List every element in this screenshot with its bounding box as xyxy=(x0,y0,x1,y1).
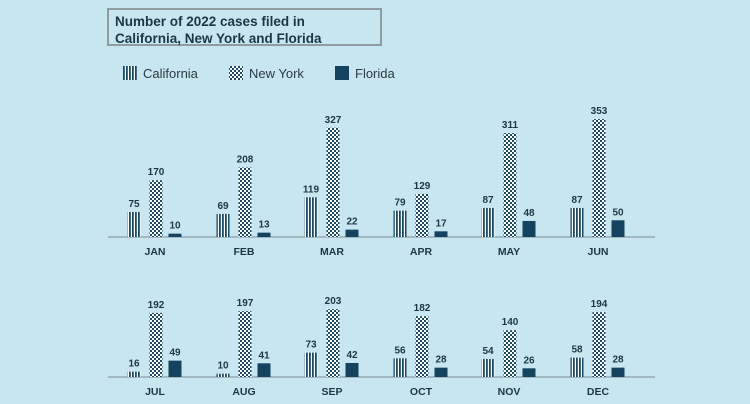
tick-label-mar: MAR xyxy=(320,246,344,258)
tick-label-aug: AUG xyxy=(232,386,255,398)
bar-new-york-oct xyxy=(415,316,429,377)
bar-florida-apr xyxy=(434,231,448,237)
data-label-california-jan: 75 xyxy=(128,199,140,210)
legend-label-california: California xyxy=(143,66,199,81)
bar-florida-oct xyxy=(434,367,448,377)
data-label-california-feb: 69 xyxy=(217,201,229,212)
tick-label-sep: SEP xyxy=(321,386,342,398)
chart-title: Number of 2022 cases filed in California… xyxy=(107,8,382,46)
bar-florida-jul xyxy=(168,360,182,377)
data-label-florida-apr: 17 xyxy=(435,218,447,229)
bar-california-sep xyxy=(304,352,318,377)
bar-new-york-aug xyxy=(238,311,252,377)
tick-label-jul: JUL xyxy=(145,386,165,398)
bar-california-jul xyxy=(127,371,141,377)
data-label-new-york-jul: 192 xyxy=(148,300,165,311)
data-label-california-aug: 10 xyxy=(217,361,229,372)
legend-swatch-new-york xyxy=(229,66,243,80)
bar-florida-dec xyxy=(611,367,625,377)
data-label-florida-feb: 13 xyxy=(258,220,270,231)
bar-florida-mar xyxy=(345,229,359,237)
data-label-california-nov: 54 xyxy=(482,346,494,357)
data-label-new-york-jun: 353 xyxy=(591,106,608,117)
bar-florida-may xyxy=(522,220,536,237)
data-label-new-york-aug: 197 xyxy=(237,298,254,309)
data-label-california-dec: 58 xyxy=(571,345,583,356)
data-label-california-may: 87 xyxy=(482,195,494,206)
bar-california-may xyxy=(481,207,495,237)
data-label-florida-may: 48 xyxy=(523,208,535,219)
bar-california-nov xyxy=(481,358,495,377)
data-label-new-york-nov: 140 xyxy=(502,317,519,328)
data-label-florida-aug: 41 xyxy=(258,350,270,361)
bar-florida-jan xyxy=(168,233,182,237)
data-label-florida-nov: 26 xyxy=(523,355,535,366)
chart-marks: 75 170 10 JAN 69 208 13 FEB 119 327 22 MAR 79 129 17 AP… xyxy=(127,106,625,398)
tick-label-apr: APR xyxy=(410,246,433,258)
axes xyxy=(108,236,655,378)
tick-label-feb: FEB xyxy=(234,246,255,258)
data-label-florida-dec: 28 xyxy=(612,355,624,366)
legend-swatch-california xyxy=(123,66,137,80)
legend-label-new-york: New York xyxy=(249,66,304,81)
tick-label-jun: JUN xyxy=(587,246,608,258)
data-label-new-york-apr: 129 xyxy=(414,181,431,192)
data-label-california-sep: 73 xyxy=(305,340,317,351)
data-label-new-york-sep: 203 xyxy=(325,296,342,307)
tick-label-dec: DEC xyxy=(587,386,610,398)
data-label-florida-mar: 22 xyxy=(346,217,358,228)
bar-new-york-dec xyxy=(592,312,606,377)
tick-label-may: MAY xyxy=(498,246,520,258)
bar-new-york-feb xyxy=(238,167,252,237)
data-label-new-york-may: 311 xyxy=(502,120,519,131)
bar-new-york-jun xyxy=(592,119,606,237)
legend-label-florida: Florida xyxy=(355,66,396,81)
data-label-california-apr: 79 xyxy=(394,198,406,209)
data-label-florida-jan: 10 xyxy=(169,221,181,232)
bar-california-dec xyxy=(570,357,584,377)
data-label-new-york-feb: 208 xyxy=(237,155,254,166)
bar-california-apr xyxy=(393,210,407,237)
bar-florida-jun xyxy=(611,220,625,237)
bar-new-york-nov xyxy=(503,330,517,377)
bar-california-mar xyxy=(304,197,318,237)
tick-label-jan: JAN xyxy=(144,246,165,258)
data-label-florida-sep: 42 xyxy=(346,350,358,361)
data-label-florida-jun: 50 xyxy=(612,207,624,218)
legend-swatch-florida xyxy=(335,66,349,80)
bar-new-york-sep xyxy=(326,309,340,377)
data-label-new-york-oct: 182 xyxy=(414,303,431,314)
bar-florida-nov xyxy=(522,368,536,377)
bar-new-york-may xyxy=(503,133,517,237)
legend: California New York Florida xyxy=(123,66,396,81)
bar-new-york-mar xyxy=(326,127,340,237)
data-label-california-jun: 87 xyxy=(571,195,583,206)
data-label-florida-jul: 49 xyxy=(169,348,181,359)
data-label-california-jul: 16 xyxy=(128,359,140,370)
bar-florida-aug xyxy=(257,363,271,377)
bar-florida-feb xyxy=(257,232,271,237)
data-label-new-york-dec: 194 xyxy=(591,299,608,310)
bar-florida-sep xyxy=(345,362,359,377)
data-label-new-york-mar: 327 xyxy=(325,115,342,126)
data-label-new-york-jan: 170 xyxy=(148,167,165,178)
bar-california-oct xyxy=(393,358,407,377)
bar-california-jun xyxy=(570,207,584,237)
bar-california-aug xyxy=(216,373,230,377)
tick-label-nov: NOV xyxy=(498,386,521,398)
data-label-florida-oct: 28 xyxy=(435,355,447,366)
bar-new-york-apr xyxy=(415,193,429,237)
tick-label-oct: OCT xyxy=(410,386,433,398)
data-label-california-oct: 56 xyxy=(394,345,406,356)
data-label-california-mar: 119 xyxy=(303,184,320,195)
bar-new-york-jan xyxy=(149,180,163,237)
bar-new-york-jul xyxy=(149,312,163,377)
bar-california-jan xyxy=(127,211,141,237)
bar-california-feb xyxy=(216,213,230,237)
